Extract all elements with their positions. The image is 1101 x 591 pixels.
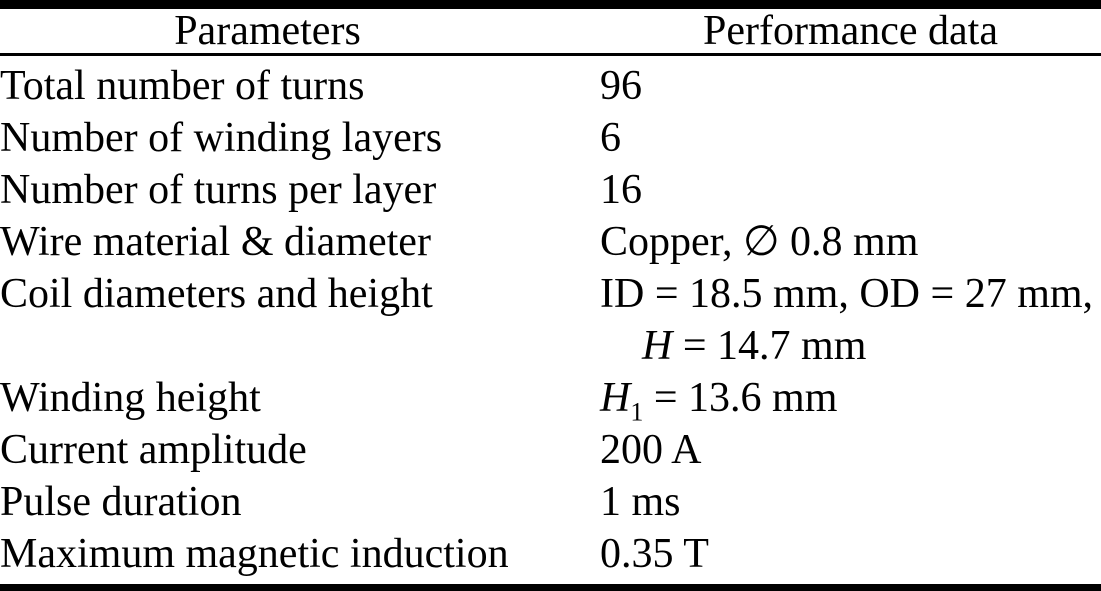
param-value: 16 [600, 167, 642, 213]
value-line-1: ID = 18.5 mm, OD = 27 mm, [600, 271, 1094, 317]
param-label: Winding height [0, 375, 261, 421]
param-label: Maximum magnetic induction [0, 531, 509, 577]
top-rule [0, 0, 1101, 9]
table-row: Number of winding layers 6 [0, 112, 1101, 164]
table-row: Current amplitude 200 A [0, 424, 1101, 476]
table-header-row: Parameters Performance data [0, 9, 1101, 53]
param-value: 0.35 T [600, 531, 709, 577]
table-row: Pulse duration 1 ms [0, 476, 1101, 528]
param-label: Number of winding layers [0, 115, 443, 161]
param-label: Coil diameters and height [0, 271, 433, 317]
param-label: Wire material & diameter [0, 219, 431, 265]
column-header-parameters: Parameters [174, 8, 361, 54]
table-row: Coil diameters and height ID = 18.5 mm, … [0, 268, 1101, 372]
param-value: 1 ms [600, 479, 681, 525]
math-variable-H1: H [600, 375, 631, 421]
bottom-rule [0, 584, 1101, 591]
param-value: ID = 18.5 mm, OD = 27 mm, H = 14.7 mm [535, 268, 1101, 372]
math-subscript: 1 [630, 397, 644, 427]
header-separator-rule [0, 53, 1101, 56]
param-label: Pulse duration [0, 479, 242, 525]
value-line-2: H = 14.7 mm [600, 320, 1101, 372]
value-line-2-rest: = 14.7 mm [672, 323, 867, 369]
table-row: Total number of turns 96 [0, 60, 1101, 112]
param-label: Total number of turns [0, 63, 365, 109]
column-header-performance-data: Performance data [702, 8, 998, 54]
table-row: Number of turns per layer 16 [0, 164, 1101, 216]
table-row: Winding height H1 = 13.6 mm [0, 372, 1101, 427]
table-row: Maximum magnetic induction 0.35 T [0, 528, 1101, 580]
param-value: 200 A [600, 427, 702, 473]
param-value: Copper, ∅ 0.8 mm [600, 219, 919, 265]
table-row: Wire material & diameter Copper, ∅ 0.8 m… [0, 216, 1101, 268]
table-body: Total number of turns 96 Number of windi… [0, 56, 1101, 584]
param-value: 6 [600, 115, 621, 161]
param-value: 96 [600, 63, 642, 109]
param-label: Current amplitude [0, 427, 307, 473]
value-rest: = 13.6 mm [643, 375, 838, 421]
math-variable-H: H [642, 323, 673, 369]
param-value: H1 = 13.6 mm [535, 372, 1101, 427]
param-label: Number of turns per layer [0, 167, 437, 213]
